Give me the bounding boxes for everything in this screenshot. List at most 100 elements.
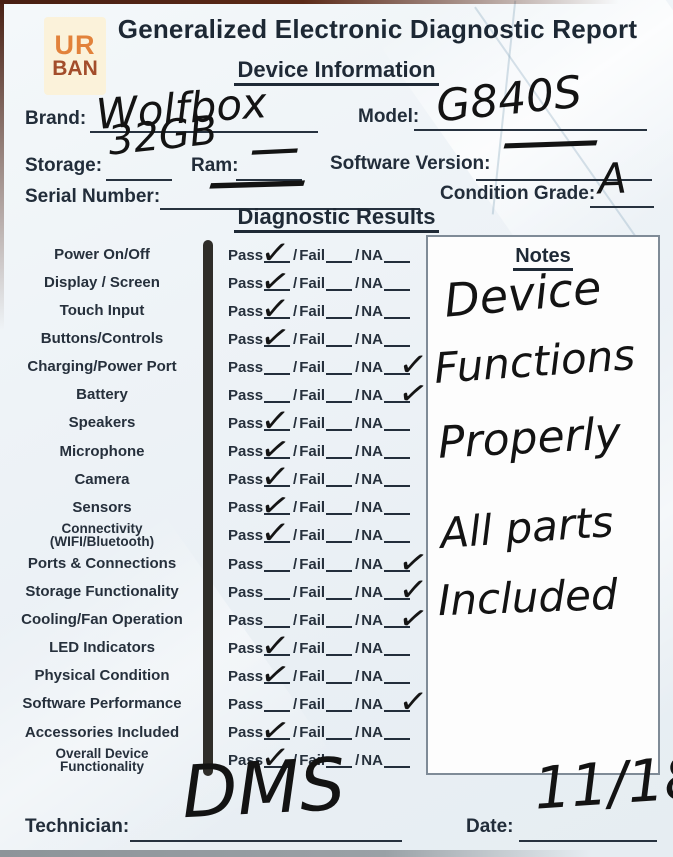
handwritten-checkmark-icon: ✓ (396, 680, 430, 724)
diagnostic-result-line: Pass / Fail / NA ✓ (228, 371, 431, 416)
fail-blank-line (326, 641, 353, 656)
separator: / (355, 246, 360, 264)
diagnostic-result-line: Pass / Fail / NA ✓ (228, 737, 411, 780)
diagnostic-result-line: Pass / Fail / NA ✓ (228, 568, 430, 611)
fail-label: Fail (299, 696, 326, 714)
separator: / (293, 274, 298, 292)
pass-blank-line (264, 332, 291, 347)
pass-blank-line (264, 725, 291, 741)
fail-label: Fail (299, 387, 326, 405)
separator: / (293, 471, 298, 489)
na-label: NA (361, 246, 383, 264)
na-label: NA (361, 471, 383, 489)
fail-label: Fail (299, 471, 326, 489)
na-blank-line (383, 725, 410, 741)
diagnostic-row: Physical Condition Pass / Fail / NA ✓ (0, 652, 424, 697)
diagnostic-item-label: Cooling/Fan Operation (21, 611, 183, 629)
pass-label: Pass (228, 527, 264, 545)
diagnostic-row: Charging/Power Port Pass / Fail / NA ✓ (0, 344, 429, 387)
diagnostic-rows: Power On/Off Pass / Fail / NA ✓ Display … (0, 231, 431, 780)
separator: / (355, 358, 360, 376)
diagnostic-results-heading: Diagnostic Results (0, 204, 673, 233)
na-label: NA (361, 527, 383, 545)
notes-handwriting-line: Device (441, 260, 604, 328)
diagnostic-item-label: Software Performance (22, 695, 182, 713)
separator: / (293, 583, 298, 601)
separator: / (355, 667, 360, 685)
notes-handwriting-line: Included (437, 569, 619, 626)
diagnostic-row: Battery Pass / Fail / NA ✓ (0, 371, 431, 416)
ram-label: Ram: (191, 155, 239, 176)
separator: / (293, 415, 298, 433)
na-label: NA (361, 555, 383, 573)
separator: / (293, 752, 298, 770)
pass-label: Pass (228, 358, 264, 376)
separator: / (355, 583, 360, 601)
separator: / (355, 415, 360, 433)
date-value-handwriting: 11/18 (531, 743, 673, 823)
na-label: NA (361, 330, 383, 348)
fail-blank-line (326, 416, 353, 432)
diagnostic-result-line: Pass / Fail / NA ✓ (228, 456, 411, 499)
fail-label: Fail (299, 752, 326, 770)
pass-blank-line (264, 528, 291, 544)
brand-label: Brand: (25, 108, 87, 129)
pass-blank-line (264, 388, 291, 404)
diagnostic-item-label: Microphone (59, 442, 145, 460)
na-label: NA (361, 302, 383, 320)
diagnostic-item-label: Camera (74, 470, 130, 488)
diagnostic-item-label: Charging/Power Port (27, 358, 177, 376)
condition-grade-value-handwriting: A (597, 153, 628, 204)
pass-blank-line (264, 276, 291, 291)
device-information-heading: Device Information (0, 57, 673, 86)
separator: / (355, 274, 360, 292)
na-label: NA (361, 415, 383, 433)
separator: / (293, 724, 298, 742)
pass-blank-line (264, 304, 291, 319)
pass-label: Pass (228, 667, 264, 685)
diagnostic-result-line: Pass / Fail / NA ✓ (228, 259, 411, 304)
na-label: NA (361, 696, 383, 714)
pass-label: Pass (228, 274, 264, 292)
separator: / (293, 387, 298, 405)
fail-blank-line (326, 697, 353, 713)
diagnostic-row: Buttons/Controls Pass / Fail / NA ✓ (0, 315, 424, 360)
diagnostic-result-line: Pass / Fail / NA ✓ (228, 315, 411, 360)
na-blank-line (383, 753, 410, 769)
pass-blank-line (264, 585, 291, 600)
diagnostic-result-line: Pass / Fail / NA ✓ (228, 287, 411, 330)
pass-label: Pass (228, 302, 264, 320)
na-blank-line (383, 669, 410, 684)
pass-label: Pass (228, 415, 264, 433)
na-blank-line (383, 557, 410, 572)
page-title: Generalized Electronic Diagnostic Report (117, 14, 638, 44)
diagnostic-result-line: Pass / Fail / NA ✓ (228, 512, 411, 555)
photo-edge-bottom (0, 850, 593, 857)
notes-handwriting-line: Properly (436, 408, 623, 469)
fail-blank-line (326, 332, 353, 347)
pass-label: Pass (228, 499, 264, 517)
software-version-value-handwriting: — (494, 117, 609, 167)
diagnostic-row: Overall Device Functionality Pass / Fail… (0, 737, 424, 780)
pass-blank-line (264, 669, 291, 684)
pass-blank-line (264, 753, 291, 769)
separator: / (355, 330, 360, 348)
na-label: NA (361, 583, 383, 601)
diagnostic-row: Ports & Connections Pass / Fail / NA ✓ (0, 540, 431, 585)
storage-line (106, 179, 172, 181)
serial-number-label: Serial Number: (25, 186, 161, 207)
fail-label: Fail (299, 667, 326, 685)
results-divider-bar (203, 240, 213, 776)
diagnostic-result-line: Pass / Fail / NA ✓ (228, 652, 411, 697)
separator: / (293, 246, 298, 264)
separator: / (355, 499, 360, 517)
separator: / (293, 358, 298, 376)
separator: / (293, 555, 298, 573)
notes-heading: Notes (428, 245, 658, 271)
diagnostic-result-line: Pass / Fail / NA ✓ (228, 428, 411, 473)
separator: / (355, 724, 360, 742)
separator: / (293, 639, 298, 657)
diagnostic-result-line: Pass / Fail / NA ✓ (228, 540, 431, 585)
ram-line (236, 179, 302, 181)
